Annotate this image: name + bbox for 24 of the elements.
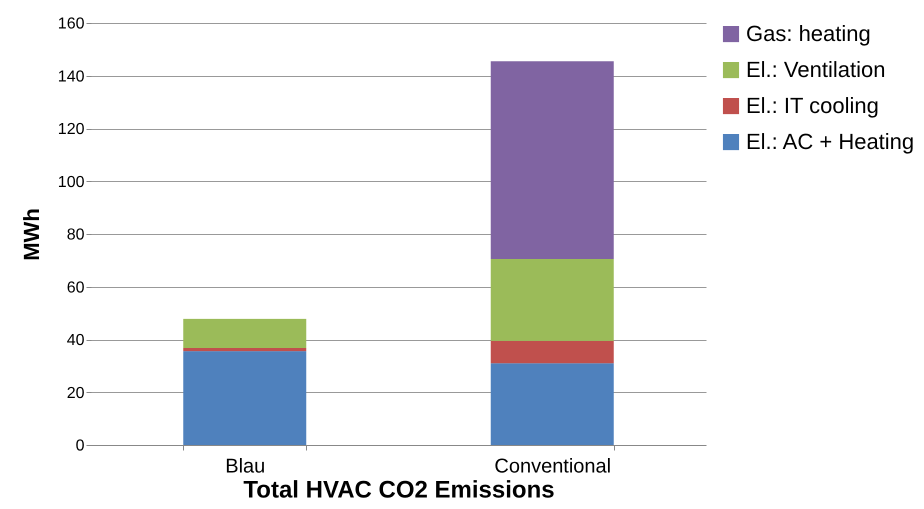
x-tick-label: Blau bbox=[225, 456, 266, 478]
y-tick-label: 160 bbox=[58, 16, 85, 32]
y-axis-title: MWh bbox=[18, 208, 44, 261]
bar bbox=[490, 61, 614, 260]
legend-label: Gas: heating bbox=[746, 21, 871, 46]
bar bbox=[490, 259, 614, 341]
bar bbox=[183, 318, 306, 348]
y-tick-label: 0 bbox=[76, 438, 85, 454]
legend-label: El.: AC + Heating bbox=[746, 129, 914, 154]
y-tick-label: 140 bbox=[58, 68, 85, 86]
y-tick-label: 20 bbox=[66, 384, 85, 402]
y-tick-label: 60 bbox=[66, 279, 85, 296]
bar bbox=[183, 351, 306, 445]
bar bbox=[490, 340, 614, 364]
y-tick-label: 100 bbox=[58, 174, 85, 191]
x-tick-label: Conventional bbox=[494, 456, 612, 478]
bar bbox=[183, 348, 306, 352]
y-tick-label: 40 bbox=[66, 332, 85, 349]
bar bbox=[490, 363, 614, 445]
legend-label: El.: IT cooling bbox=[746, 93, 879, 118]
y-tick-label: 120 bbox=[58, 121, 85, 138]
x-axis-title: Total HVAC CO2 Emissions bbox=[243, 476, 555, 504]
legend-label: El.: Ventilation bbox=[746, 57, 886, 82]
y-tick-label: 80 bbox=[66, 226, 85, 244]
